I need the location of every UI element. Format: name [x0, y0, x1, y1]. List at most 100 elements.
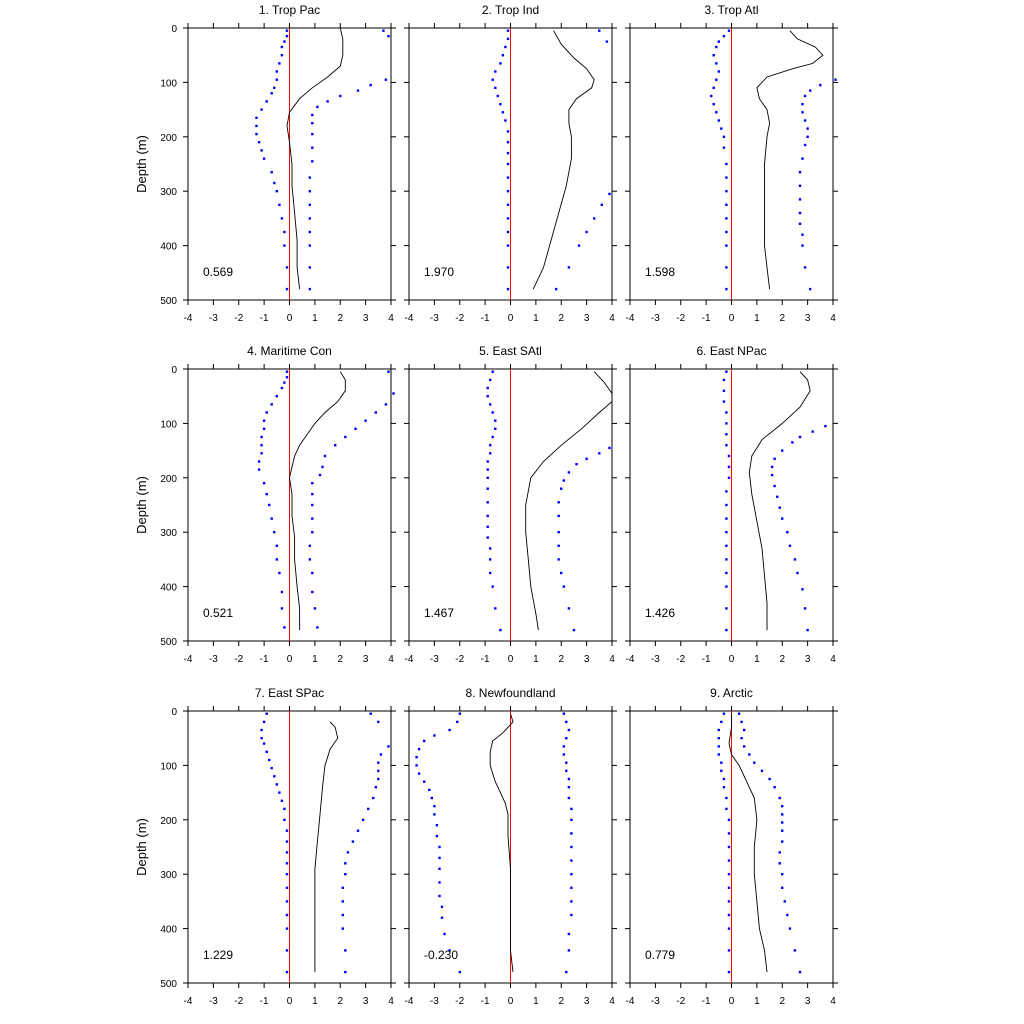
upper-bound-point — [740, 737, 743, 740]
upper-bound-point — [806, 135, 809, 138]
lower-bound-point — [262, 427, 266, 430]
upper-bound-point — [567, 796, 571, 800]
upper-bound-point — [308, 244, 311, 247]
lower-bound-point — [717, 70, 720, 73]
upper-bound-point — [809, 287, 812, 291]
x-tick-label: 3 — [363, 654, 369, 665]
upper-bound-point — [344, 970, 347, 974]
lower-bound-point — [715, 45, 718, 49]
upper-bound-point — [377, 777, 380, 781]
panel-annotation-value: 1.229 — [203, 948, 233, 962]
x-tick-label: 0 — [508, 654, 514, 665]
lower-bound-point — [260, 444, 263, 447]
x-tick-label: -4 — [626, 654, 635, 665]
lower-bound-point — [489, 403, 492, 406]
upper-bound-point — [560, 487, 563, 490]
lower-bound-point — [494, 607, 497, 610]
upper-bound-point — [562, 745, 565, 748]
x-tick-label: 2 — [558, 996, 564, 1007]
panel-title: 6. East NPac — [696, 344, 766, 358]
upper-bound-point — [793, 949, 797, 952]
lower-bound-point — [725, 531, 728, 534]
lower-bound-point — [717, 728, 720, 732]
x-tick-label: 1 — [533, 313, 539, 324]
lower-bound-point — [710, 94, 713, 98]
upper-bound-point — [377, 769, 380, 772]
upper-bound-point — [798, 970, 802, 974]
x-tick-label: -2 — [234, 654, 243, 665]
y-tick-label: 100 — [160, 419, 177, 430]
upper-bound-point — [560, 571, 563, 575]
lower-bound-point — [273, 86, 276, 89]
upper-bound-point — [344, 949, 347, 952]
lower-bound-point — [257, 468, 261, 471]
lower-bound-point — [506, 130, 510, 133]
upper-bound-point — [803, 94, 807, 98]
panel-2: 2. Trop Ind -4 -3 -2 -1 0 1 2 3 4 1.970 — [404, 3, 617, 324]
upper-bound-point — [311, 590, 314, 594]
x-tick-label: -2 — [455, 996, 464, 1007]
lower-bound-point — [260, 149, 263, 152]
upper-bound-point — [801, 244, 804, 247]
lower-bound-point — [268, 503, 271, 507]
lower-bound-point — [504, 45, 507, 49]
upper-bound-point — [377, 720, 380, 724]
x-tick-label: 4 — [830, 654, 836, 665]
x-tick-label: 2 — [337, 996, 343, 1007]
lower-bound-point — [725, 444, 728, 447]
upper-bound-point — [374, 411, 377, 414]
upper-bound-point — [567, 471, 571, 474]
lower-bound-point — [285, 370, 289, 373]
lower-bound-point — [486, 525, 489, 528]
y-tick-label: 0 — [171, 365, 177, 376]
lower-bound-point — [727, 886, 731, 889]
x-tick-label: -4 — [405, 996, 414, 1007]
y-axis-label: Depth (m) — [134, 135, 149, 193]
upper-bound-point — [565, 761, 568, 764]
y-tick-label: 500 — [160, 296, 177, 307]
lower-bound-point — [275, 190, 278, 193]
upper-bound-point — [313, 607, 317, 610]
upper-bound-point — [778, 796, 781, 800]
upper-bound-point — [798, 184, 802, 187]
x-tick-label: 4 — [609, 654, 615, 665]
lower-bound-point — [285, 949, 289, 952]
lower-bound-point — [506, 151, 510, 155]
lower-bound-point — [270, 171, 273, 174]
x-tick-label: 1 — [754, 654, 760, 665]
lower-bound-point — [438, 856, 441, 860]
lower-bound-point — [720, 761, 723, 764]
upper-bound-point — [308, 217, 311, 220]
upper-bound-point — [557, 558, 560, 561]
panel-title: 8. Newfoundland — [465, 686, 555, 700]
lower-bound-point — [506, 162, 510, 166]
upper-bound-point — [311, 113, 314, 117]
mean-profile-line — [748, 371, 811, 631]
x-tick-label: -2 — [676, 654, 685, 665]
upper-bound-point — [364, 419, 367, 422]
lower-bound-point — [489, 571, 492, 575]
lower-bound-point — [722, 400, 726, 403]
x-tick-label: -1 — [260, 313, 269, 324]
x-tick-label: -4 — [626, 996, 635, 1007]
x-tick-label: 0 — [729, 313, 735, 324]
x-tick-label: 3 — [805, 996, 811, 1007]
panel-5: 5. East SAtl -4 -3 -2 -1 0 1 2 3 4 1.467 — [404, 344, 617, 665]
lower-bound-point — [285, 913, 289, 917]
lower-bound-point — [456, 720, 459, 724]
lower-bound-point — [280, 590, 284, 594]
x-tick-label: 1 — [754, 996, 760, 1007]
upper-bound-point — [570, 845, 573, 849]
upper-bound-point — [740, 720, 743, 724]
lower-bound-point — [486, 476, 489, 479]
upper-bound-point — [344, 873, 347, 876]
upper-bound-point — [760, 769, 764, 772]
lower-bound-point — [428, 788, 431, 792]
lower-bound-point — [275, 783, 278, 786]
upper-bound-point — [346, 851, 350, 854]
upper-bound-point — [778, 506, 781, 509]
upper-bound-point — [801, 111, 804, 114]
upper-bound-point — [570, 900, 573, 903]
lower-bound-point — [270, 92, 273, 95]
x-tick-label: -2 — [676, 313, 685, 324]
